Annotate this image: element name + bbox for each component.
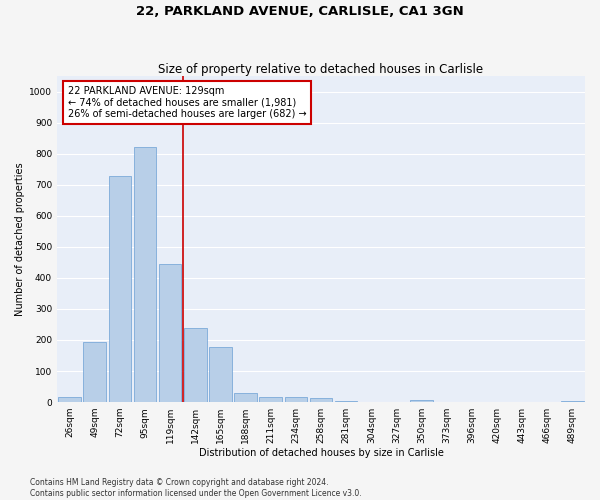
Bar — [184, 328, 206, 402]
Text: 22, PARKLAND AVENUE, CARLISLE, CA1 3GN: 22, PARKLAND AVENUE, CARLISLE, CA1 3GN — [136, 5, 464, 18]
Bar — [159, 264, 181, 402]
Bar — [134, 148, 157, 402]
Bar — [284, 398, 307, 402]
Bar — [234, 393, 257, 402]
Bar — [58, 398, 81, 402]
Text: Contains HM Land Registry data © Crown copyright and database right 2024.
Contai: Contains HM Land Registry data © Crown c… — [30, 478, 362, 498]
Title: Size of property relative to detached houses in Carlisle: Size of property relative to detached ho… — [158, 63, 484, 76]
Bar — [310, 398, 332, 402]
Bar — [109, 176, 131, 402]
Bar — [561, 400, 584, 402]
Bar — [83, 342, 106, 402]
Bar — [410, 400, 433, 402]
Bar — [209, 347, 232, 402]
Bar — [259, 396, 282, 402]
Y-axis label: Number of detached properties: Number of detached properties — [15, 162, 25, 316]
Text: 22 PARKLAND AVENUE: 129sqm
← 74% of detached houses are smaller (1,981)
26% of s: 22 PARKLAND AVENUE: 129sqm ← 74% of deta… — [68, 86, 306, 119]
Bar — [335, 400, 358, 402]
X-axis label: Distribution of detached houses by size in Carlisle: Distribution of detached houses by size … — [199, 448, 443, 458]
